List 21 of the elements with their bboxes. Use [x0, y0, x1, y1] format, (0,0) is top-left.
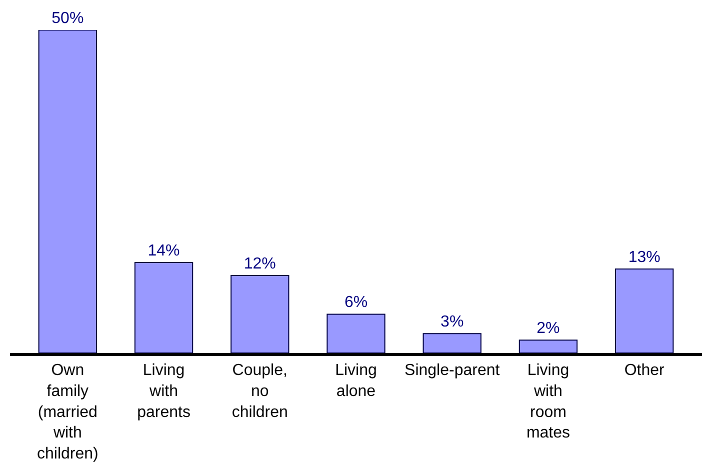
data-label: 12% — [244, 255, 276, 272]
data-label: 14% — [148, 242, 180, 260]
data-label: 50% — [52, 10, 84, 27]
data-label: 13% — [628, 249, 660, 266]
bar — [615, 268, 674, 353]
bar — [134, 262, 194, 353]
x-tick-label: Living with parents — [137, 362, 190, 421]
data-label: 3% — [440, 314, 464, 331]
bar — [422, 333, 482, 353]
x-tick-label: Own family (married with children) — [36, 362, 98, 462]
bar — [326, 314, 386, 353]
x-tick-label: Living with room mates — [526, 362, 570, 442]
x-tick-label: Single-parent — [404, 362, 500, 380]
data-label: 6% — [344, 294, 368, 312]
bar — [38, 30, 97, 353]
bar — [518, 340, 578, 353]
x-tick-label: Couple, no children — [232, 362, 288, 421]
x-tick-label: Living alone — [335, 362, 377, 400]
data-label: 2% — [536, 320, 560, 338]
bar — [230, 274, 290, 353]
x-tick-label: Other — [624, 362, 666, 380]
